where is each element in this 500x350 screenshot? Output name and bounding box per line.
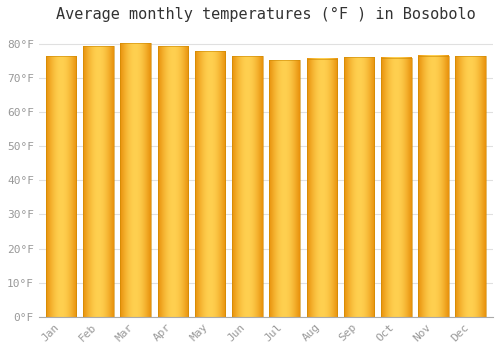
Bar — [456, 56, 486, 317]
Bar — [83, 46, 114, 317]
Bar — [232, 56, 262, 317]
Bar — [270, 60, 300, 317]
Bar — [158, 47, 188, 317]
Bar — [46, 56, 76, 317]
Bar — [306, 59, 337, 317]
Bar — [418, 56, 448, 317]
Bar — [120, 43, 151, 317]
Bar — [195, 51, 226, 317]
Bar — [344, 57, 374, 317]
Bar — [381, 58, 412, 317]
Title: Average monthly temperatures (°F ) in Bosobolo: Average monthly temperatures (°F ) in Bo… — [56, 7, 476, 22]
